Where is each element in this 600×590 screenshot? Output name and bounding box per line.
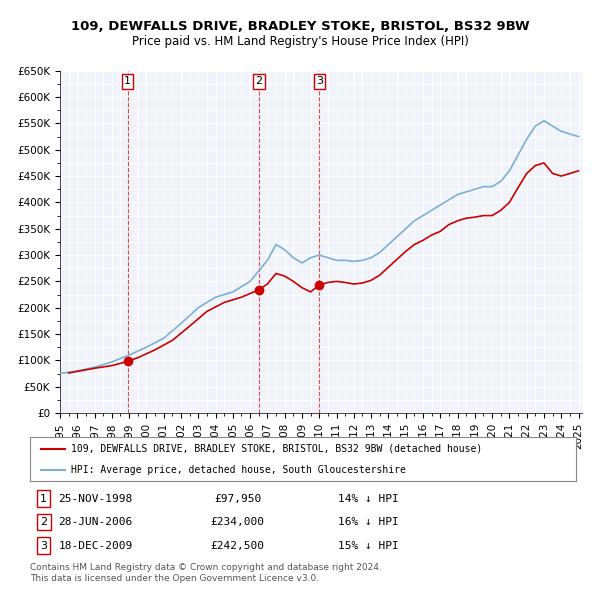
Text: 3: 3 [40, 541, 47, 550]
Text: 109, DEWFALLS DRIVE, BRADLEY STOKE, BRISTOL, BS32 9BW: 109, DEWFALLS DRIVE, BRADLEY STOKE, BRIS… [71, 20, 529, 33]
Text: 28-JUN-2006: 28-JUN-2006 [58, 517, 133, 527]
Text: 2: 2 [40, 517, 47, 527]
Text: Price paid vs. HM Land Registry's House Price Index (HPI): Price paid vs. HM Land Registry's House … [131, 35, 469, 48]
Text: £234,000: £234,000 [211, 517, 265, 527]
Text: 3: 3 [316, 76, 323, 86]
Text: 14% ↓ HPI: 14% ↓ HPI [338, 494, 399, 503]
Text: Contains HM Land Registry data © Crown copyright and database right 2024.: Contains HM Land Registry data © Crown c… [30, 563, 382, 572]
Text: HPI: Average price, detached house, South Gloucestershire: HPI: Average price, detached house, Sout… [71, 465, 406, 475]
Text: 25-NOV-1998: 25-NOV-1998 [58, 494, 133, 503]
Text: 1: 1 [40, 494, 47, 503]
Text: 16% ↓ HPI: 16% ↓ HPI [338, 517, 399, 527]
Text: £242,500: £242,500 [211, 541, 265, 550]
Text: 2: 2 [255, 76, 262, 86]
Text: £97,950: £97,950 [214, 494, 261, 503]
Text: 15% ↓ HPI: 15% ↓ HPI [338, 541, 399, 550]
Text: 109, DEWFALLS DRIVE, BRADLEY STOKE, BRISTOL, BS32 9BW (detached house): 109, DEWFALLS DRIVE, BRADLEY STOKE, BRIS… [71, 444, 482, 454]
Text: This data is licensed under the Open Government Licence v3.0.: This data is licensed under the Open Gov… [30, 573, 319, 583]
Text: 1: 1 [124, 76, 131, 86]
Text: 18-DEC-2009: 18-DEC-2009 [58, 541, 133, 550]
